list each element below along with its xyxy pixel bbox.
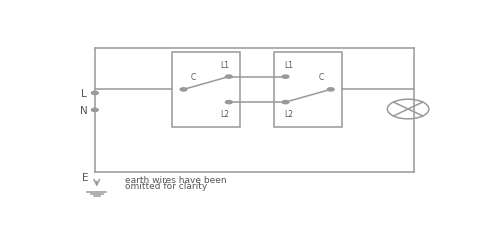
Text: C: C	[318, 73, 324, 82]
Text: L2: L2	[285, 110, 294, 119]
Text: omitted for clarity: omitted for clarity	[125, 182, 207, 191]
Text: N: N	[80, 105, 87, 116]
Circle shape	[180, 88, 187, 91]
Text: E: E	[82, 172, 89, 182]
Circle shape	[282, 76, 289, 79]
Circle shape	[92, 92, 98, 95]
Bar	[172, 53, 240, 127]
Text: L: L	[81, 88, 86, 98]
Text: earth wires have been: earth wires have been	[125, 175, 226, 184]
Circle shape	[282, 101, 289, 104]
Text: L1: L1	[285, 61, 294, 70]
Text: C: C	[190, 73, 196, 82]
Bar	[274, 53, 342, 127]
Circle shape	[327, 88, 334, 91]
Circle shape	[92, 109, 98, 112]
Circle shape	[225, 76, 232, 79]
Text: L2: L2	[221, 110, 229, 119]
Text: L1: L1	[221, 61, 229, 70]
Circle shape	[225, 101, 232, 104]
